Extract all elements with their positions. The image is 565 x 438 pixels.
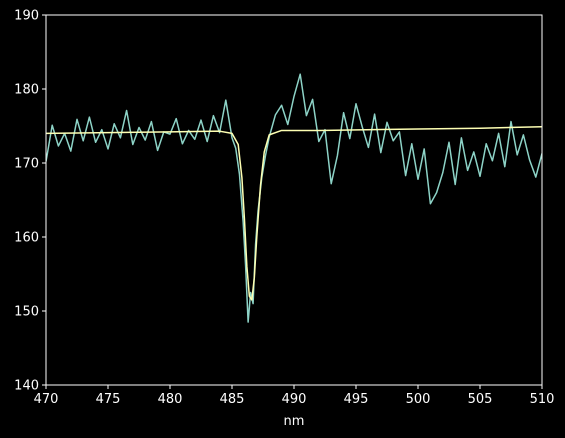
x-tick-label: 500 [406,392,431,407]
x-tick-label: 470 [34,392,59,407]
x-tick-label: 495 [344,392,369,407]
y-tick-label: 180 [14,83,39,98]
spectrum-line [46,73,542,323]
x-tick-label: 485 [220,392,245,407]
x-tick-label: 505 [468,392,493,407]
x-axis-label: nm [284,414,305,429]
x-tick-label: 480 [158,392,183,407]
x-tick-label: 510 [530,392,555,407]
y-tick-label: 140 [14,379,39,394]
y-tick-label: 190 [14,9,39,24]
y-tick-label: 160 [14,231,39,246]
x-tick-label: 475 [96,392,121,407]
y-tick-label: 170 [14,157,39,172]
x-tick-label: 490 [282,392,307,407]
y-tick-label: 150 [14,305,39,320]
fit-line [46,125,542,301]
axes-frame [45,14,543,386]
